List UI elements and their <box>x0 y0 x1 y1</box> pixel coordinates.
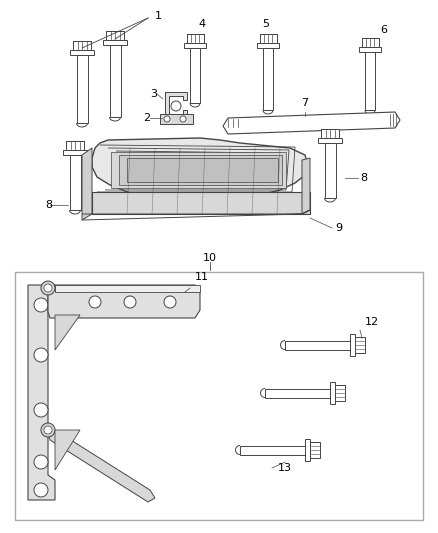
Circle shape <box>171 101 181 111</box>
Text: 8: 8 <box>360 173 367 183</box>
Text: 9: 9 <box>335 223 342 233</box>
Bar <box>77 55 88 123</box>
Text: 1: 1 <box>155 11 162 21</box>
Bar <box>106 31 124 40</box>
Text: 10: 10 <box>203 253 217 263</box>
Circle shape <box>34 298 48 312</box>
Polygon shape <box>165 92 187 120</box>
Text: 2: 2 <box>143 113 150 123</box>
Bar <box>330 382 335 404</box>
Polygon shape <box>223 112 400 134</box>
Polygon shape <box>48 285 200 318</box>
Bar <box>66 141 84 150</box>
Circle shape <box>44 284 52 292</box>
Bar <box>73 41 91 50</box>
Circle shape <box>124 296 136 308</box>
Bar <box>310 442 320 458</box>
Bar <box>103 40 127 45</box>
Bar <box>265 389 335 398</box>
Circle shape <box>34 403 48 417</box>
Text: 7: 7 <box>301 98 308 108</box>
Polygon shape <box>55 430 80 470</box>
Bar <box>190 48 200 103</box>
Polygon shape <box>111 152 286 188</box>
Circle shape <box>164 296 176 308</box>
Bar <box>350 334 355 356</box>
Circle shape <box>180 116 186 122</box>
Bar <box>63 150 87 155</box>
Bar <box>285 341 355 350</box>
Polygon shape <box>92 138 308 200</box>
Circle shape <box>164 116 170 122</box>
Circle shape <box>34 348 48 362</box>
Circle shape <box>34 483 48 497</box>
Circle shape <box>41 423 55 437</box>
Bar <box>325 143 336 198</box>
Bar <box>359 47 381 52</box>
Bar <box>15 272 423 520</box>
Text: 11: 11 <box>195 272 209 282</box>
Circle shape <box>89 296 101 308</box>
Bar <box>110 45 120 117</box>
Bar <box>184 43 206 48</box>
Circle shape <box>41 281 55 295</box>
Text: 5: 5 <box>262 19 269 29</box>
Bar <box>92 192 310 214</box>
Circle shape <box>34 455 48 469</box>
Bar <box>365 52 375 110</box>
Polygon shape <box>119 155 282 185</box>
Bar <box>70 50 94 55</box>
Bar <box>321 129 339 138</box>
Text: 4: 4 <box>198 19 205 29</box>
Polygon shape <box>55 315 80 350</box>
Bar <box>318 138 342 143</box>
Bar <box>263 48 273 110</box>
Polygon shape <box>55 285 200 292</box>
Polygon shape <box>48 430 155 502</box>
Text: 8: 8 <box>45 200 52 210</box>
Polygon shape <box>127 158 278 182</box>
Polygon shape <box>302 158 310 214</box>
Bar <box>355 337 365 353</box>
Polygon shape <box>28 285 55 500</box>
Polygon shape <box>160 114 193 124</box>
Circle shape <box>44 426 52 434</box>
Bar <box>335 385 345 401</box>
Text: 13: 13 <box>278 463 292 473</box>
Bar <box>259 34 276 43</box>
Text: 12: 12 <box>365 317 379 327</box>
Polygon shape <box>82 148 92 220</box>
Bar <box>361 38 378 47</box>
Bar <box>257 43 279 48</box>
Bar <box>240 446 310 455</box>
Bar <box>305 439 310 461</box>
Bar <box>187 34 204 43</box>
Text: 6: 6 <box>380 25 387 35</box>
Bar <box>70 155 81 210</box>
Text: 3: 3 <box>150 89 157 99</box>
